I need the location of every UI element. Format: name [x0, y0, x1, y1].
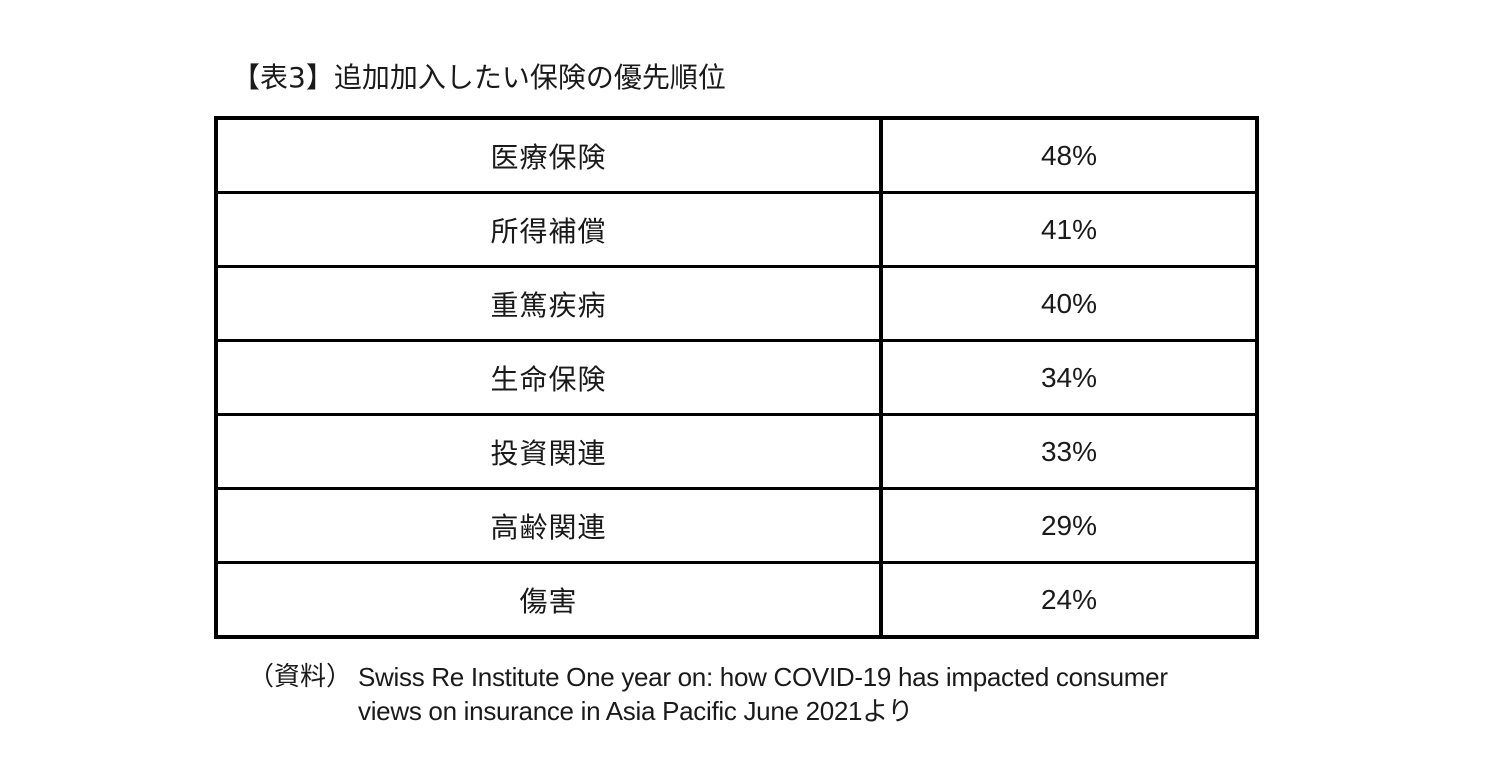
- insurance-type-cell: 所得補償: [218, 194, 883, 265]
- percentage-cell: 34%: [1040, 361, 1098, 393]
- percentage-cell: 29%: [1040, 509, 1098, 541]
- source-note: （資料） Swiss Re Institute One year on: how…: [248, 660, 1168, 728]
- source-text-line-1: Swiss Re Institute One year on: how COVI…: [358, 662, 1168, 692]
- source-line-1: （資料） Swiss Re Institute One year on: how…: [248, 660, 1168, 694]
- table-caption: 【表3】追加加入したい保険の優先順位: [232, 61, 726, 94]
- insurance-priority-table: 医療保険 48% 所得補償 41% 重篤疾病 40% 生命保険 34% 投資関連…: [214, 116, 1259, 639]
- percentage-cell: 41%: [1040, 213, 1098, 245]
- source-indent: [248, 694, 358, 728]
- insurance-type-cell: 投資関連: [218, 416, 883, 487]
- insurance-type-cell: 重篤疾病: [218, 268, 883, 339]
- percentage-cell: 40%: [1040, 287, 1098, 319]
- table-row: 重篤疾病 40%: [218, 265, 1255, 339]
- table-row: 医療保険 48%: [218, 120, 1255, 191]
- percentage-cell: 24%: [1040, 583, 1098, 615]
- source-text-line-2: views on insurance in Asia Pacific June …: [358, 696, 914, 726]
- insurance-type-cell: 傷害: [218, 564, 883, 635]
- percentage-cell: 48%: [1040, 139, 1098, 171]
- table-row: 傷害 24%: [218, 561, 1255, 635]
- source-prefix: （資料）: [248, 662, 353, 692]
- insurance-type-cell: 医療保険: [218, 120, 883, 191]
- insurance-type-cell: 生命保険: [218, 342, 883, 413]
- table-row: 生命保険 34%: [218, 339, 1255, 413]
- table-row: 高齢関連 29%: [218, 487, 1255, 561]
- table-row: 投資関連 33%: [218, 413, 1255, 487]
- source-line-2: views on insurance in Asia Pacific June …: [248, 694, 1168, 728]
- percentage-cell: 33%: [1040, 435, 1098, 467]
- table-row: 所得補償 41%: [218, 191, 1255, 265]
- insurance-type-cell: 高齢関連: [218, 490, 883, 561]
